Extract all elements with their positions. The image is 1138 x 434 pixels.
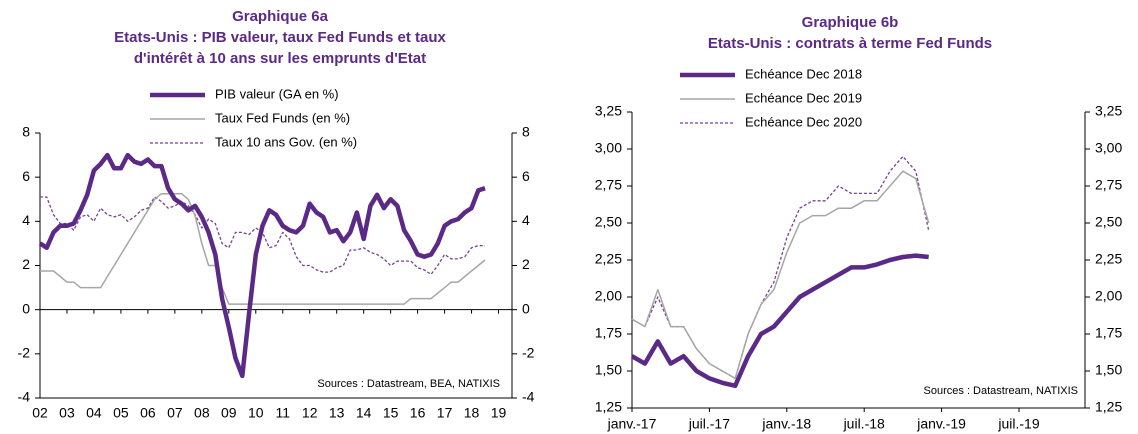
x-tick-label: 18 bbox=[464, 405, 480, 421]
x-tick-label: 07 bbox=[167, 405, 183, 421]
x-tick-label: 15 bbox=[383, 405, 399, 421]
y-tick-label: 1,50 bbox=[595, 362, 622, 378]
y-tick-label: 2 bbox=[22, 256, 30, 272]
y2-tick-label: -2 bbox=[522, 345, 535, 361]
series-line bbox=[630, 253, 929, 389]
y2-tick-label: -4 bbox=[522, 389, 535, 405]
legend-label: Taux Fed Funds (en %) bbox=[215, 110, 350, 125]
series-line bbox=[38, 152, 486, 379]
y2-tick-label: 4 bbox=[522, 212, 530, 228]
y-tick-label: 3,25 bbox=[595, 103, 622, 119]
y-tick-label: 8 bbox=[22, 124, 30, 140]
y2-tick-label: 1,25 bbox=[1095, 399, 1122, 415]
x-tick-label: janv.-18 bbox=[761, 416, 811, 432]
y2-tick-label: 1,50 bbox=[1095, 362, 1122, 378]
y-tick-label: 1,75 bbox=[595, 325, 622, 341]
y2-tick-label: 0 bbox=[522, 300, 530, 316]
x-tick-label: 08 bbox=[194, 405, 210, 421]
x-tick-label: 03 bbox=[59, 405, 75, 421]
y2-tick-label: 3,00 bbox=[1095, 140, 1122, 156]
x-tick-label: juil.-19 bbox=[997, 416, 1039, 432]
legend-label: Taux 10 ans Gov. (en %) bbox=[215, 134, 357, 149]
legend-label: Echéance Dec 2020 bbox=[745, 114, 862, 129]
legend-label: Echéance Dec 2019 bbox=[745, 90, 862, 105]
y2-tick-label: 2,50 bbox=[1095, 214, 1122, 230]
y2-tick-label: 1,75 bbox=[1095, 325, 1122, 341]
chart-title: Graphique 6b bbox=[802, 14, 899, 31]
legend-label: Echéance Dec 2018 bbox=[745, 66, 862, 81]
y-tick-label: 4 bbox=[22, 212, 30, 228]
x-tick-label: janv.-17 bbox=[607, 416, 657, 432]
y2-tick-label: 2,75 bbox=[1095, 177, 1122, 193]
sources: Sources : Datastream, NATIXIS bbox=[924, 385, 1078, 397]
x-tick-label: 12 bbox=[302, 405, 318, 421]
y-tick-label: 6 bbox=[22, 168, 30, 184]
chart-subtitle: Etats-Unis : PIB valeur, taux Fed Funds … bbox=[114, 29, 446, 46]
x-tick-label: 10 bbox=[248, 405, 264, 421]
x-tick-label: 09 bbox=[221, 405, 237, 421]
x-tick-label: juil.-18 bbox=[843, 416, 885, 432]
chart-subtitle: d'intérêt à 10 ans sur les emprunts d'Et… bbox=[134, 50, 426, 67]
y2-tick-label: 2,25 bbox=[1095, 251, 1122, 267]
y2-tick-label: 8 bbox=[522, 124, 530, 140]
chart-subtitle: Etats-Unis : contrats à terme Fed Funds bbox=[708, 35, 992, 52]
y-tick-label: -4 bbox=[18, 389, 31, 405]
x-tick-label: janv.-19 bbox=[916, 416, 966, 432]
y-tick-label: 2,00 bbox=[595, 288, 622, 304]
y-tick-label: 1,25 bbox=[595, 399, 622, 415]
series-line bbox=[631, 170, 930, 380]
x-tick-label: 19 bbox=[491, 405, 507, 421]
x-tick-label: 13 bbox=[329, 405, 345, 421]
x-tick-label: 02 bbox=[32, 405, 48, 421]
y2-tick-label: 2 bbox=[522, 256, 530, 272]
x-tick-label: 04 bbox=[86, 405, 102, 421]
x-tick-label: 14 bbox=[356, 405, 372, 421]
legend-label: PIB valeur (GA en %) bbox=[215, 86, 339, 101]
x-tick-label: 05 bbox=[113, 405, 129, 421]
y-tick-label: -2 bbox=[18, 345, 31, 361]
y-tick-label: 0 bbox=[22, 300, 30, 316]
series-line bbox=[40, 192, 486, 305]
x-tick-label: juil.-17 bbox=[688, 416, 730, 432]
x-tick-label: 06 bbox=[140, 405, 156, 421]
x-tick-label: 11 bbox=[275, 405, 290, 421]
chart-title: Graphique 6a bbox=[232, 8, 329, 25]
y2-tick-label: 6 bbox=[522, 168, 530, 184]
x-tick-label: 16 bbox=[410, 405, 426, 421]
series-line bbox=[631, 155, 930, 380]
y-tick-label: 3,00 bbox=[595, 140, 622, 156]
x-tick-label: 17 bbox=[437, 405, 453, 421]
y-tick-label: 2,25 bbox=[595, 251, 622, 267]
y2-tick-label: 3,25 bbox=[1095, 103, 1122, 119]
series-line bbox=[40, 196, 485, 275]
y2-tick-label: 2,00 bbox=[1095, 288, 1122, 304]
sources: Sources : Datastream, BEA, NATIXIS bbox=[317, 378, 500, 390]
y-tick-label: 2,50 bbox=[595, 214, 622, 230]
y-tick-label: 2,75 bbox=[595, 177, 622, 193]
